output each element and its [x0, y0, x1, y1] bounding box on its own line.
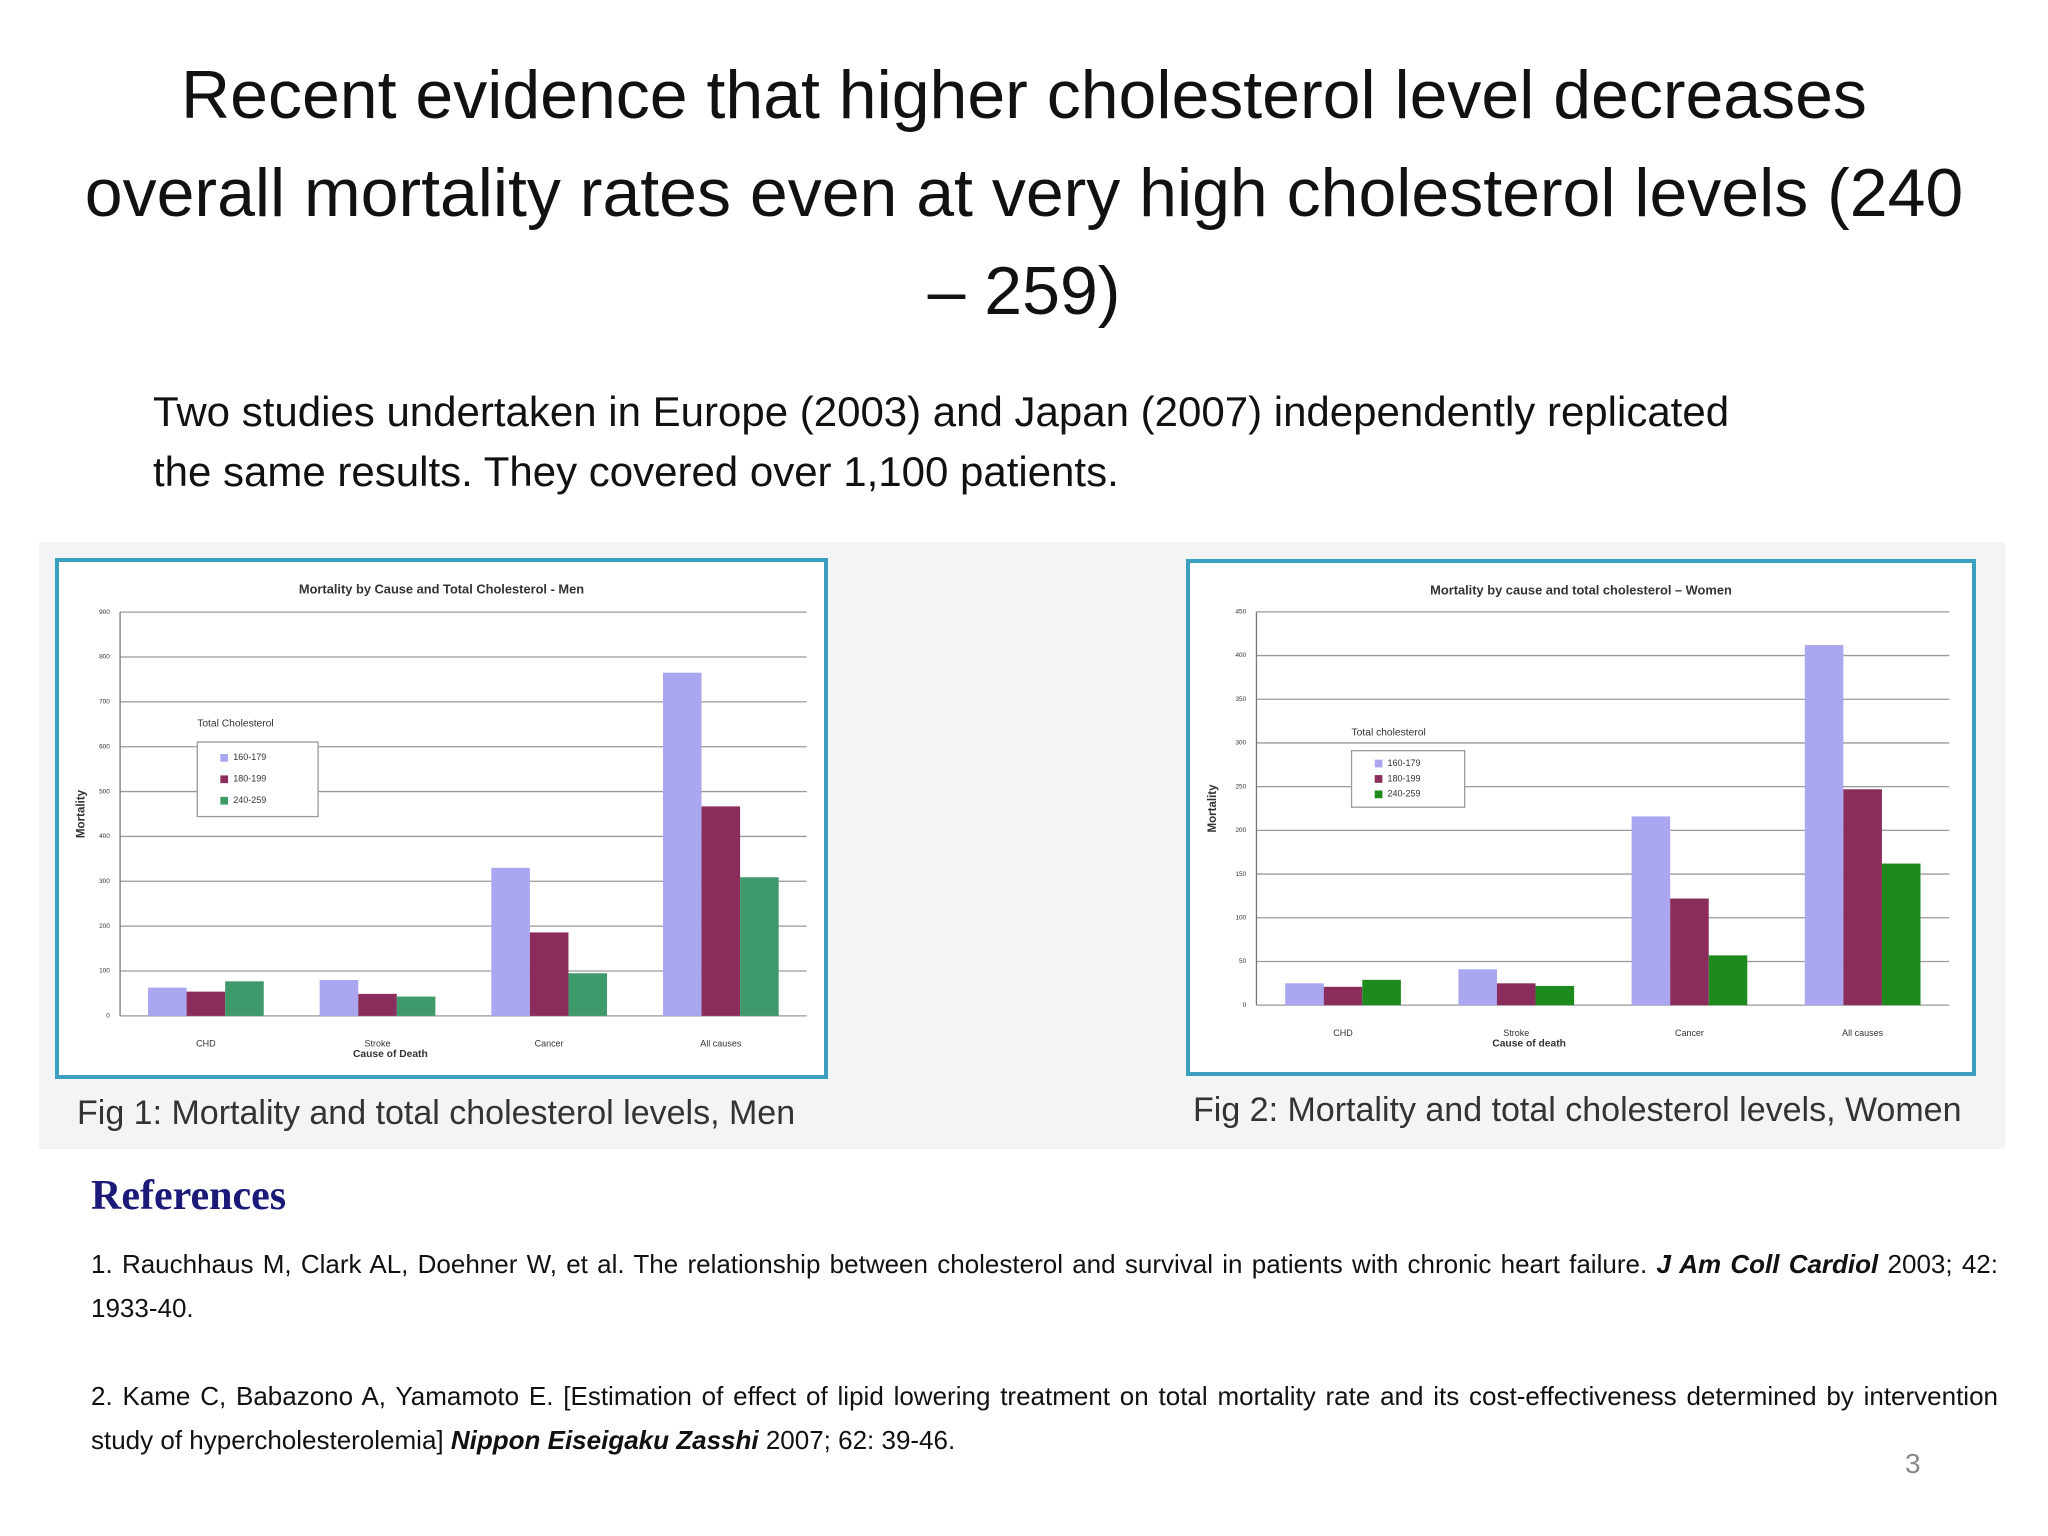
bar [529, 932, 569, 1016]
y-tick-label: 600 [99, 743, 110, 750]
x-tick-label: Stroke [365, 1039, 391, 1049]
chart: Mortality by cause and total cholesterol… [1186, 559, 1976, 1076]
body-text: Two studies undertaken in Europe (2003) … [153, 388, 1730, 495]
y-tick-label: 0 [1243, 1002, 1247, 1009]
bar [319, 979, 359, 1016]
y-tick-label: 250 [1235, 783, 1246, 790]
journal: J Am Coll Cardiol [1656, 1249, 1879, 1279]
chart: Mortality by Cause and Total Cholesterol… [55, 558, 828, 1079]
y-tick-label: 700 [99, 699, 110, 706]
y-axis-label: Mortality [76, 789, 88, 838]
legend-swatch [1374, 775, 1383, 783]
bar [1458, 969, 1497, 1006]
y-tick-label: 800 [99, 654, 110, 661]
bar [568, 973, 608, 1016]
legend-swatch [220, 796, 229, 805]
y-tick-label: 400 [99, 833, 110, 840]
legend-label: 240-259 [1388, 789, 1421, 799]
x-axis-label: Cause of Death [353, 1049, 428, 1060]
figure-caption: Fig 1: Mortality and total cholesterol l… [77, 1094, 796, 1132]
y-tick-label: 450 [1235, 609, 1246, 616]
references-heading: References [91, 1173, 287, 1219]
journal: Nippon Eiseigaku Zasshi [450, 1425, 759, 1455]
y-tick-label: 50 [1239, 958, 1247, 965]
y-tick-label: 100 [1235, 914, 1246, 921]
x-tick-label: CHD [1333, 1028, 1353, 1038]
y-tick-label: 150 [1235, 871, 1246, 878]
y-tick-label: 350 [1235, 696, 1246, 703]
legend-box [1350, 750, 1466, 808]
bar [1631, 816, 1671, 1006]
y-tick-label: 500 [99, 788, 110, 795]
legend-label: 180-199 [233, 774, 266, 784]
y-tick-label: 900 [99, 609, 110, 616]
legend-label: 180-199 [1388, 773, 1421, 783]
legend-title: Total cholesterol [1352, 727, 1426, 738]
y-tick-label: 300 [1235, 740, 1246, 747]
bar [701, 806, 741, 1016]
legend-label: 160-179 [233, 752, 266, 762]
bar [148, 987, 187, 1016]
reference-text: 2. Kame C, Babazono A, Yamamoto E. [Esti… [91, 1381, 1998, 1455]
reference-citation: 2007; 62: 39-46. [765, 1425, 956, 1455]
x-tick-label: Cancer [1675, 1028, 1704, 1038]
legend-box [196, 741, 319, 818]
legend-label: 160-179 [1388, 758, 1421, 768]
y-tick-label: 300 [99, 878, 110, 885]
x-tick-label: Stroke [1503, 1028, 1529, 1038]
bar [1362, 979, 1401, 1006]
bar [1881, 863, 1921, 1006]
y-tick-label: 100 [99, 968, 110, 975]
x-axis-label: Cause of death [1492, 1038, 1566, 1049]
bar [1285, 983, 1324, 1006]
bar [396, 996, 436, 1016]
y-axis-label: Mortality [1207, 784, 1219, 833]
figure-panel: Mortality by Cause and Total Cholesterol… [39, 542, 2005, 1149]
chart-title: Mortality by cause and total cholesterol… [1430, 583, 1732, 598]
x-tick-label: All causes [1842, 1028, 1883, 1038]
bar [1496, 983, 1536, 1006]
bar [225, 981, 264, 1016]
references: References 1. Rauchhaus M, Clark AL, Doe… [91, 1172, 1998, 1506]
bar [740, 877, 779, 1016]
reference: 2. Kame C, Babazono A, Yamamoto E. [Esti… [91, 1374, 1998, 1462]
bar [1804, 645, 1844, 1006]
legend-swatch [220, 754, 229, 762]
legend-swatch [220, 775, 229, 784]
bar [186, 991, 226, 1016]
bar [1323, 986, 1363, 1006]
bar [491, 867, 530, 1016]
reference: 1. Rauchhaus M, Clark AL, Doehner W, et … [91, 1242, 1998, 1330]
bar [1843, 789, 1882, 1006]
legend-title: Total Cholesterol [197, 719, 273, 730]
y-tick-label: 0 [106, 1013, 110, 1020]
reference-citation: 2003; 42: 1933-40. [91, 1249, 1998, 1323]
bar [358, 993, 397, 1016]
slide-title: Recent evidence that higher cholesterol … [84, 57, 1964, 329]
bar [1535, 985, 1575, 1006]
legend-swatch [1374, 759, 1383, 768]
figure-caption: Fig 2: Mortality and total cholesterol l… [1193, 1091, 1962, 1129]
legend-label: 240-259 [233, 795, 266, 805]
y-tick-label: 200 [1235, 827, 1246, 834]
bar [1708, 955, 1748, 1006]
chart-title: Mortality by Cause and Total Cholesterol… [299, 582, 584, 597]
bar [1670, 898, 1709, 1006]
x-tick-label: CHD [196, 1039, 216, 1049]
x-tick-label: Cancer [535, 1039, 564, 1049]
reference-text: 1. Rauchhaus M, Clark AL, Doehner W, et … [91, 1249, 1648, 1279]
page-number: 3 [1905, 1448, 1921, 1479]
y-tick-label: 400 [1235, 652, 1246, 659]
y-tick-label: 200 [99, 923, 110, 930]
legend-swatch [1374, 790, 1383, 799]
x-tick-label: All causes [700, 1039, 742, 1049]
bar [662, 672, 702, 1016]
